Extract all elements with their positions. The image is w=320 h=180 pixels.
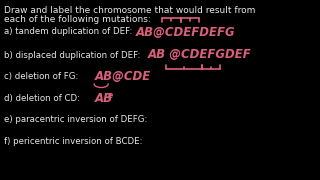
- Text: AB @CDEFGDEF: AB @CDEFGDEF: [148, 48, 252, 62]
- Text: a) tandem duplication of DEF:: a) tandem duplication of DEF:: [4, 28, 135, 37]
- Text: e) paracentric inversion of DEFG:: e) paracentric inversion of DEFG:: [4, 116, 148, 125]
- Text: AB: AB: [95, 91, 113, 105]
- Text: AB@CDE: AB@CDE: [95, 71, 151, 84]
- Text: e: e: [108, 91, 113, 100]
- Text: Draw and label the chromosome that would result from: Draw and label the chromosome that would…: [4, 6, 255, 15]
- Text: f) pericentric inversion of BCDE:: f) pericentric inversion of BCDE:: [4, 138, 142, 147]
- Text: d) deletion of CD:: d) deletion of CD:: [4, 93, 85, 102]
- Text: b) displaced duplication of DEF:: b) displaced duplication of DEF:: [4, 51, 143, 60]
- Text: c) deletion of FG:: c) deletion of FG:: [4, 73, 81, 82]
- Text: AB@CDEFDEFG: AB@CDEFDEFG: [136, 26, 236, 39]
- Text: each of the following mutations:: each of the following mutations:: [4, 15, 151, 24]
